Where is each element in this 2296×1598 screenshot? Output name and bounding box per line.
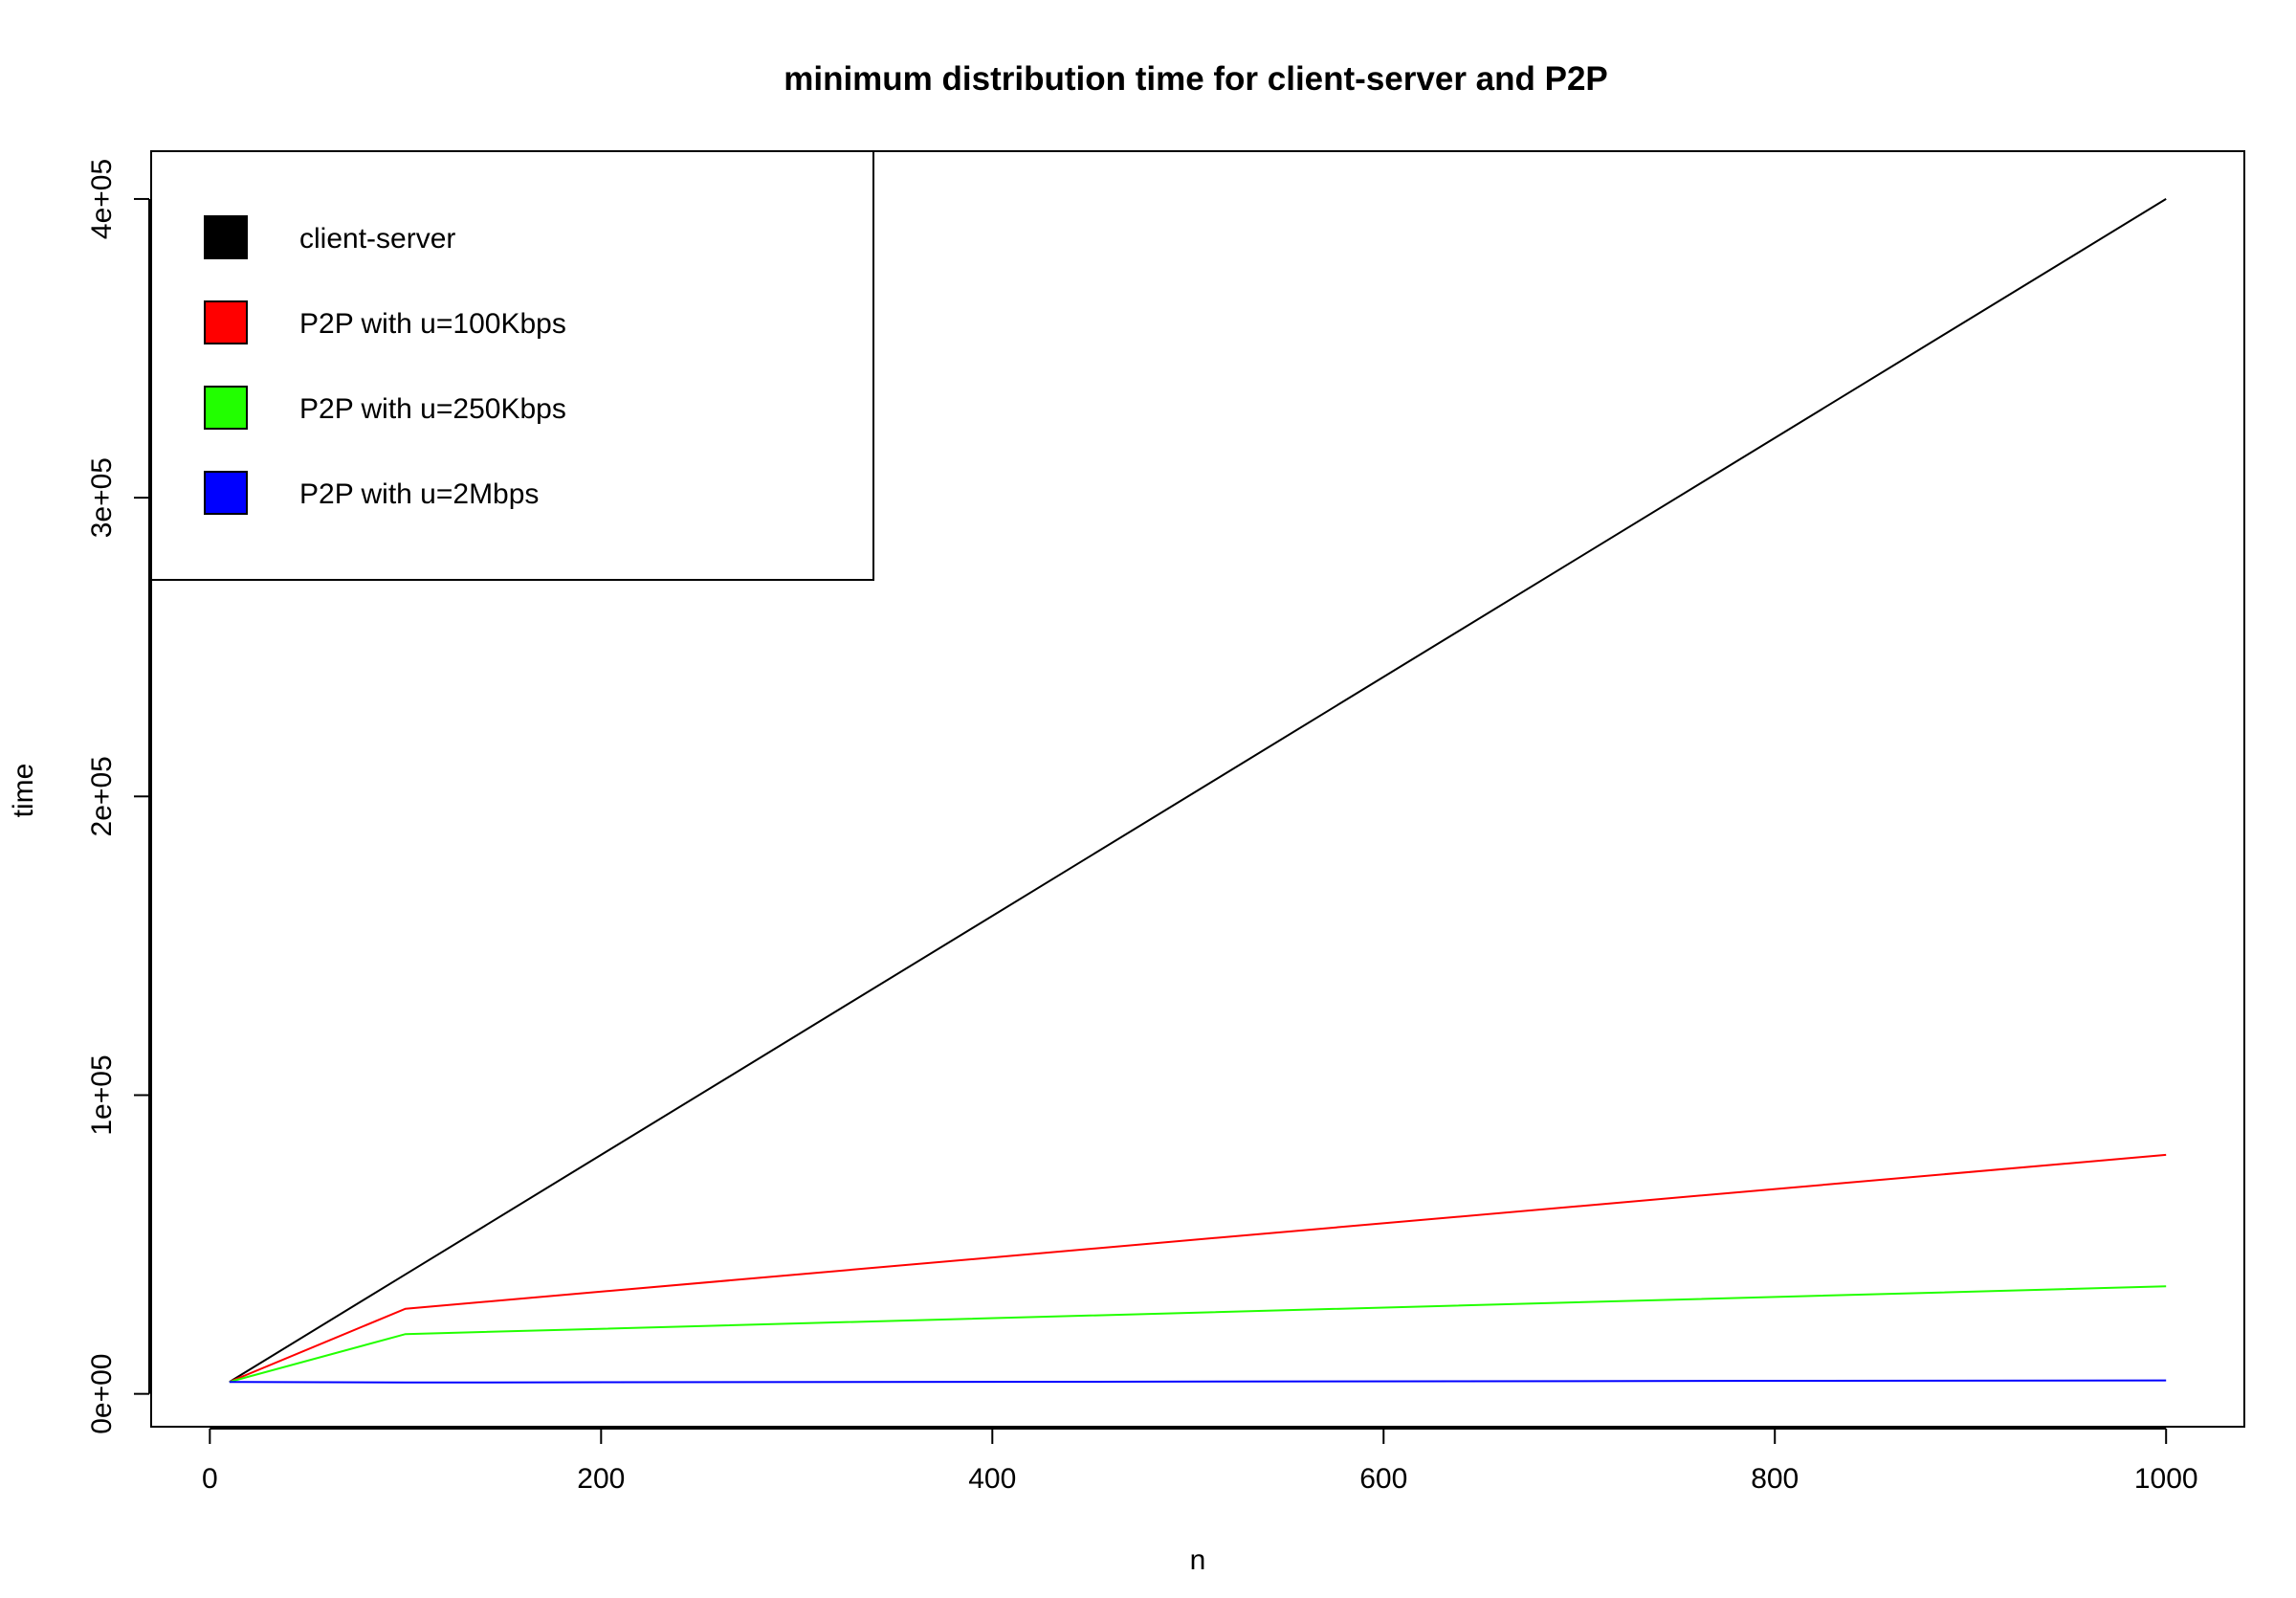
x-tick-label-4: 800 <box>1751 1463 1799 1495</box>
y-tick-label-4: 4e+05 <box>86 159 118 239</box>
series-line-1 <box>229 1153 2167 1384</box>
y-tick-label-2: 2e+05 <box>86 756 118 836</box>
legend-swatch-3 <box>204 471 248 515</box>
series-line-2 <box>229 1285 2167 1384</box>
series-line-3 <box>229 1379 2167 1384</box>
x-tick-label-2: 400 <box>968 1463 1016 1495</box>
legend-label-1: P2P with u=100Kbps <box>299 308 566 340</box>
x-tick-label-5: 1000 <box>2134 1463 2198 1495</box>
y-tick-label-3: 3e+05 <box>86 457 118 538</box>
x-axis: 0 200 400 600 800 1000 <box>202 1428 2198 1495</box>
legend-label-0: client-server <box>299 223 455 255</box>
y-axis-label: time <box>8 764 39 818</box>
x-tick-label-1: 200 <box>577 1463 625 1495</box>
legend-box <box>150 150 874 581</box>
legend-items: client-server P2P with u=100Kbps P2P with … <box>204 215 566 515</box>
x-tick-label-3: 600 <box>1359 1463 1407 1495</box>
series-line-0 <box>229 198 2167 1384</box>
legend-swatch-2 <box>204 386 248 430</box>
legend-swatch-0 <box>204 215 248 259</box>
legend: client-server P2P with u=100Kbps P2P with … <box>150 150 874 581</box>
y-tick-label-1: 1e+05 <box>86 1054 118 1135</box>
plot-frame <box>150 150 2245 1428</box>
x-axis-label: n <box>1190 1544 1206 1576</box>
legend-label-3: P2P with u=2Mbps <box>299 478 539 510</box>
series-layer <box>229 198 2167 1384</box>
legend-label-2: P2P with u=250Kbps <box>299 393 566 425</box>
y-tick-label-0: 0e+00 <box>86 1354 118 1434</box>
x-tick-label-0: 0 <box>202 1463 218 1495</box>
chart-title: minimum distribution time for client-ser… <box>784 60 1608 98</box>
legend-swatch-1 <box>204 300 248 344</box>
y-axis: 0e+00 1e+05 2e+05 3e+05 4e+05 <box>86 159 150 1434</box>
